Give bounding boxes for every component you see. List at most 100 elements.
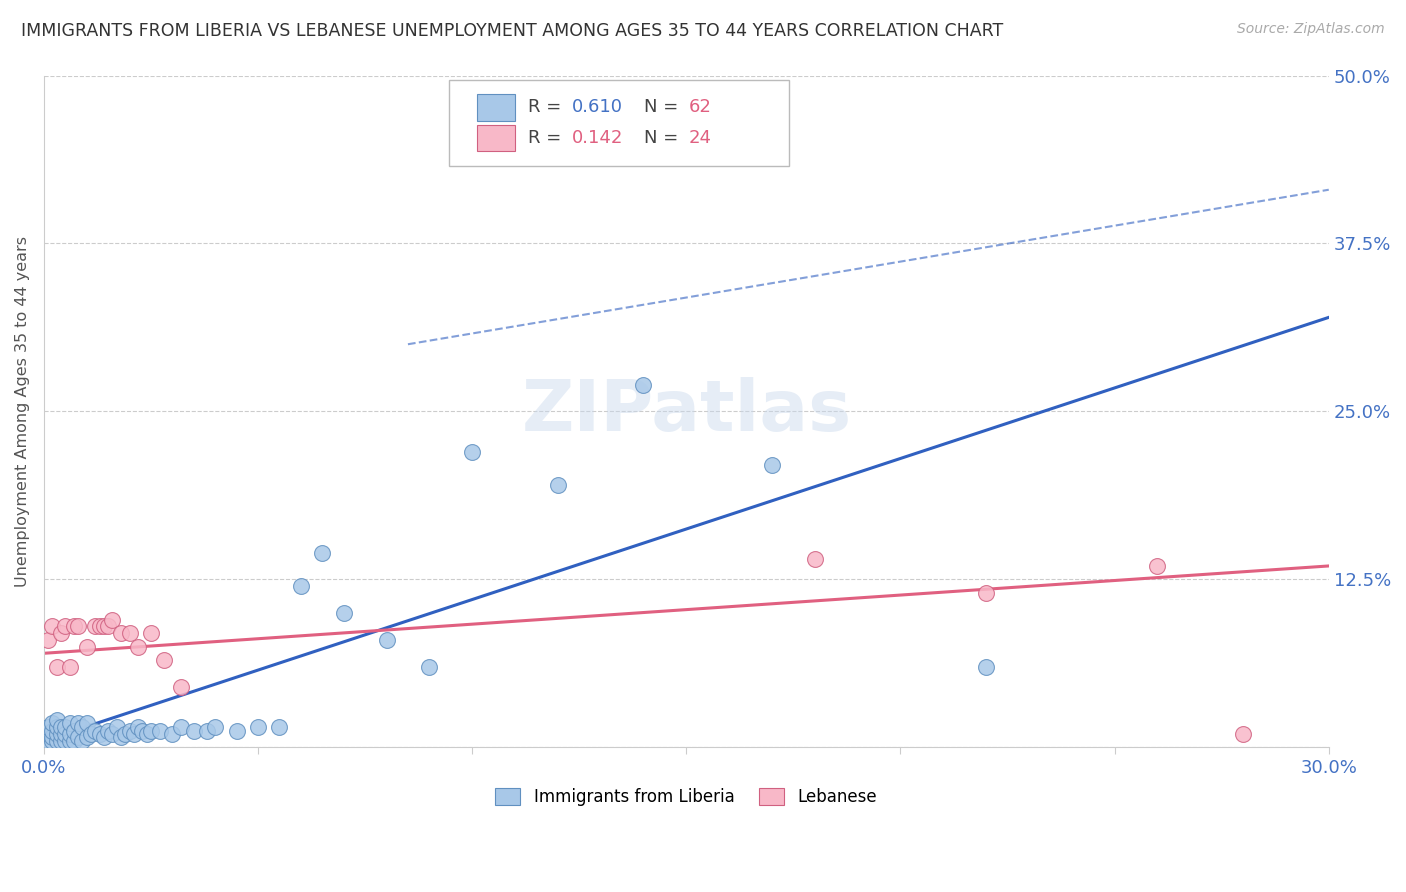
Point	[63, 619, 86, 633]
Point	[101, 727, 124, 741]
Point	[58, 659, 80, 673]
Point	[135, 727, 157, 741]
Point	[45, 733, 67, 747]
Point	[93, 730, 115, 744]
Point	[139, 626, 162, 640]
Point	[122, 727, 145, 741]
Point	[63, 724, 86, 739]
Point	[72, 733, 94, 747]
Point	[139, 724, 162, 739]
Text: N =: N =	[644, 98, 683, 116]
Point	[53, 727, 76, 741]
Point	[97, 619, 120, 633]
Text: N =: N =	[644, 129, 683, 147]
Point	[332, 606, 354, 620]
Point	[49, 733, 72, 747]
Point	[162, 727, 184, 741]
Point	[974, 659, 997, 673]
Point	[375, 632, 398, 647]
Point	[41, 716, 63, 731]
Legend: Immigrants from Liberia, Lebanese: Immigrants from Liberia, Lebanese	[489, 781, 884, 813]
FancyBboxPatch shape	[449, 80, 789, 166]
Text: R =: R =	[529, 98, 567, 116]
Point	[45, 720, 67, 734]
Point	[225, 724, 247, 739]
Point	[49, 720, 72, 734]
Point	[37, 720, 59, 734]
Point	[37, 733, 59, 747]
Point	[76, 640, 98, 654]
Point	[76, 716, 98, 731]
Point	[110, 730, 132, 744]
Point	[290, 579, 312, 593]
Point	[131, 724, 153, 739]
FancyBboxPatch shape	[477, 94, 516, 120]
Point	[110, 626, 132, 640]
Point	[974, 586, 997, 600]
Text: 62: 62	[689, 98, 711, 116]
Point	[547, 478, 569, 492]
Point	[170, 720, 193, 734]
Point	[418, 659, 440, 673]
Point	[76, 730, 98, 744]
Point	[45, 659, 67, 673]
Text: R =: R =	[529, 129, 567, 147]
Point	[1232, 727, 1254, 741]
Point	[170, 680, 193, 694]
Point	[72, 720, 94, 734]
Point	[101, 613, 124, 627]
Point	[37, 727, 59, 741]
Point	[105, 720, 128, 734]
Point	[49, 626, 72, 640]
Point	[93, 619, 115, 633]
Point	[114, 727, 136, 741]
Text: ZIPatlas: ZIPatlas	[522, 377, 852, 446]
Text: 24: 24	[689, 129, 711, 147]
Point	[67, 716, 90, 731]
Text: Source: ZipAtlas.com: Source: ZipAtlas.com	[1237, 22, 1385, 37]
Point	[1146, 558, 1168, 573]
Point	[461, 444, 484, 458]
Point	[41, 619, 63, 633]
Point	[311, 545, 333, 559]
Point	[148, 724, 170, 739]
Point	[804, 552, 827, 566]
Point	[97, 724, 120, 739]
Point	[127, 720, 149, 734]
Point	[41, 724, 63, 739]
Text: 0.142: 0.142	[572, 129, 623, 147]
Point	[67, 619, 90, 633]
Point	[761, 458, 783, 472]
Point	[84, 724, 107, 739]
Text: 0.610: 0.610	[572, 98, 623, 116]
Point	[53, 720, 76, 734]
Point	[153, 653, 176, 667]
Point	[84, 619, 107, 633]
Point	[58, 716, 80, 731]
Point	[67, 730, 90, 744]
Point	[183, 724, 205, 739]
FancyBboxPatch shape	[477, 125, 516, 152]
Point	[63, 733, 86, 747]
Point	[80, 727, 103, 741]
Point	[127, 640, 149, 654]
Point	[53, 619, 76, 633]
Point	[89, 727, 111, 741]
Point	[247, 720, 270, 734]
Point	[195, 724, 218, 739]
Point	[633, 377, 655, 392]
Point	[53, 733, 76, 747]
Point	[45, 727, 67, 741]
Point	[58, 733, 80, 747]
Point	[118, 626, 141, 640]
Point	[118, 724, 141, 739]
Point	[45, 714, 67, 728]
Point	[58, 727, 80, 741]
Point	[89, 619, 111, 633]
Point	[269, 720, 291, 734]
Point	[41, 730, 63, 744]
Y-axis label: Unemployment Among Ages 35 to 44 years: Unemployment Among Ages 35 to 44 years	[15, 235, 30, 587]
Text: IMMIGRANTS FROM LIBERIA VS LEBANESE UNEMPLOYMENT AMONG AGES 35 TO 44 YEARS CORRE: IMMIGRANTS FROM LIBERIA VS LEBANESE UNEM…	[21, 22, 1004, 40]
Point	[49, 727, 72, 741]
Point	[41, 733, 63, 747]
